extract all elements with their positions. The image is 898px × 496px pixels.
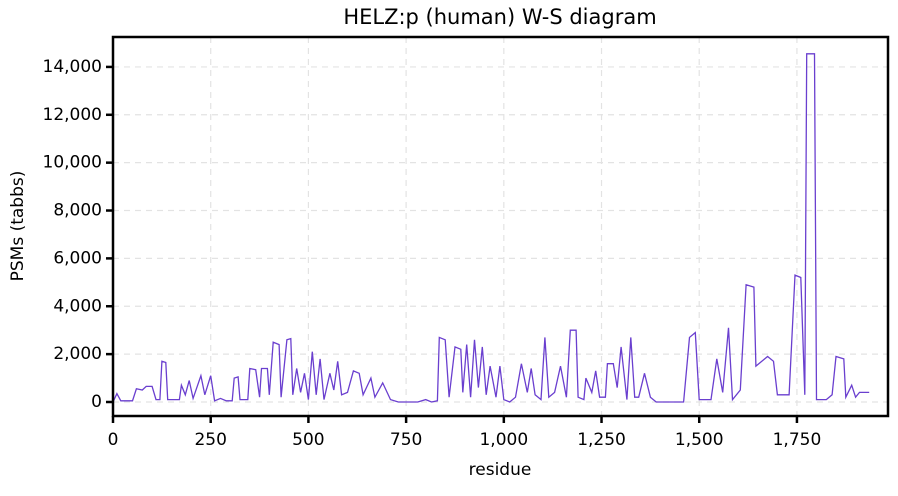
y-tick-label: 0 bbox=[91, 392, 102, 412]
x-tick-label: 1,250 bbox=[577, 430, 626, 450]
y-tick-label: 8,000 bbox=[53, 201, 102, 221]
x-axis-label: residue bbox=[469, 460, 532, 480]
y-tick-label: 12,000 bbox=[43, 105, 102, 125]
x-tick-label: 500 bbox=[292, 430, 324, 450]
x-tick-label: 1,750 bbox=[773, 430, 822, 450]
y-tick-label: 10,000 bbox=[43, 153, 102, 173]
chart-title: HELZ:p (human) W-S diagram bbox=[343, 5, 656, 29]
y-axis-label: PSMs (tabbs) bbox=[8, 171, 28, 282]
y-tick-label: 6,000 bbox=[53, 248, 102, 268]
x-tick-label: 750 bbox=[390, 430, 422, 450]
y-tick-label: 2,000 bbox=[53, 344, 102, 364]
x-tick-label: 250 bbox=[194, 430, 226, 450]
plot-frame bbox=[111, 35, 890, 418]
x-tick-label: 1,000 bbox=[479, 430, 528, 450]
y-tick-label: 14,000 bbox=[43, 57, 102, 77]
x-tick-label: 0 bbox=[108, 430, 119, 450]
x-tick-label: 1,500 bbox=[675, 430, 724, 450]
data-line bbox=[112, 53, 870, 403]
y-tick-label: 4,000 bbox=[53, 296, 102, 316]
